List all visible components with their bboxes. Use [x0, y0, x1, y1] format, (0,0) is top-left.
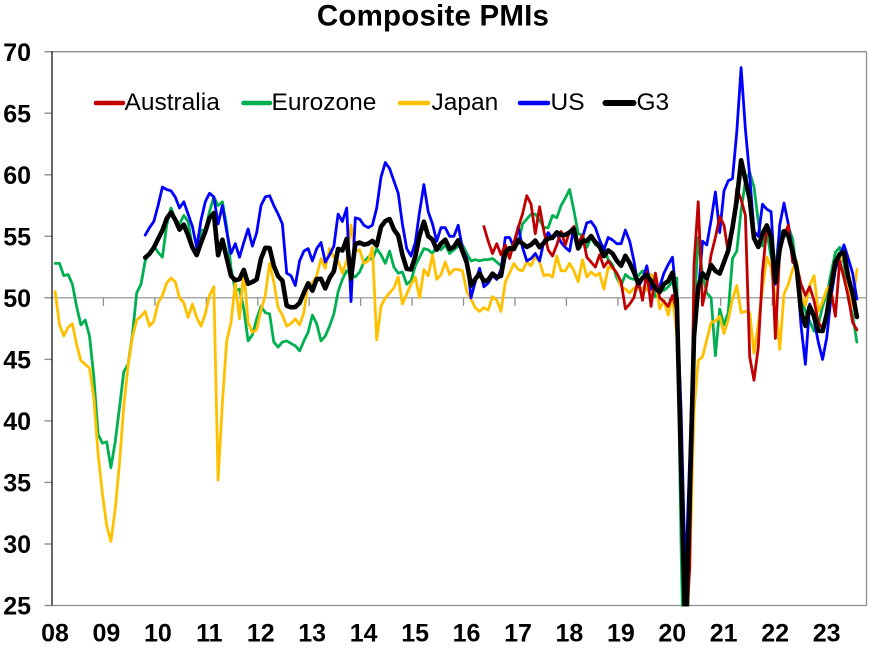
svg-text:Australia: Australia: [125, 89, 221, 116]
svg-text:60: 60: [3, 162, 31, 190]
svg-text:12: 12: [247, 620, 275, 648]
svg-text:US: US: [551, 89, 585, 116]
svg-text:21: 21: [710, 620, 738, 648]
svg-text:70: 70: [3, 39, 31, 67]
svg-text:17: 17: [504, 620, 532, 648]
svg-text:25: 25: [3, 593, 31, 621]
svg-text:40: 40: [3, 408, 31, 436]
svg-text:65: 65: [3, 100, 31, 128]
svg-text:22: 22: [761, 620, 789, 648]
svg-text:08: 08: [41, 620, 69, 648]
svg-text:09: 09: [92, 620, 120, 648]
svg-text:10: 10: [144, 620, 172, 648]
svg-text:14: 14: [350, 620, 378, 648]
svg-text:35: 35: [3, 470, 31, 498]
svg-text:Japan: Japan: [432, 89, 499, 116]
svg-text:11: 11: [196, 620, 223, 648]
svg-text:G3: G3: [637, 89, 670, 116]
svg-text:Composite PMIs: Composite PMIs: [317, 0, 549, 33]
svg-text:16: 16: [453, 620, 481, 648]
svg-text:18: 18: [555, 620, 583, 648]
svg-text:15: 15: [401, 620, 429, 648]
svg-text:19: 19: [607, 620, 635, 648]
svg-text:20: 20: [658, 620, 686, 648]
svg-text:23: 23: [813, 620, 841, 648]
svg-text:30: 30: [3, 531, 31, 559]
svg-text:50: 50: [3, 285, 31, 313]
svg-text:55: 55: [3, 223, 31, 251]
svg-text:Eurozone: Eurozone: [272, 89, 377, 116]
svg-text:13: 13: [298, 620, 326, 648]
svg-text:45: 45: [3, 347, 31, 375]
